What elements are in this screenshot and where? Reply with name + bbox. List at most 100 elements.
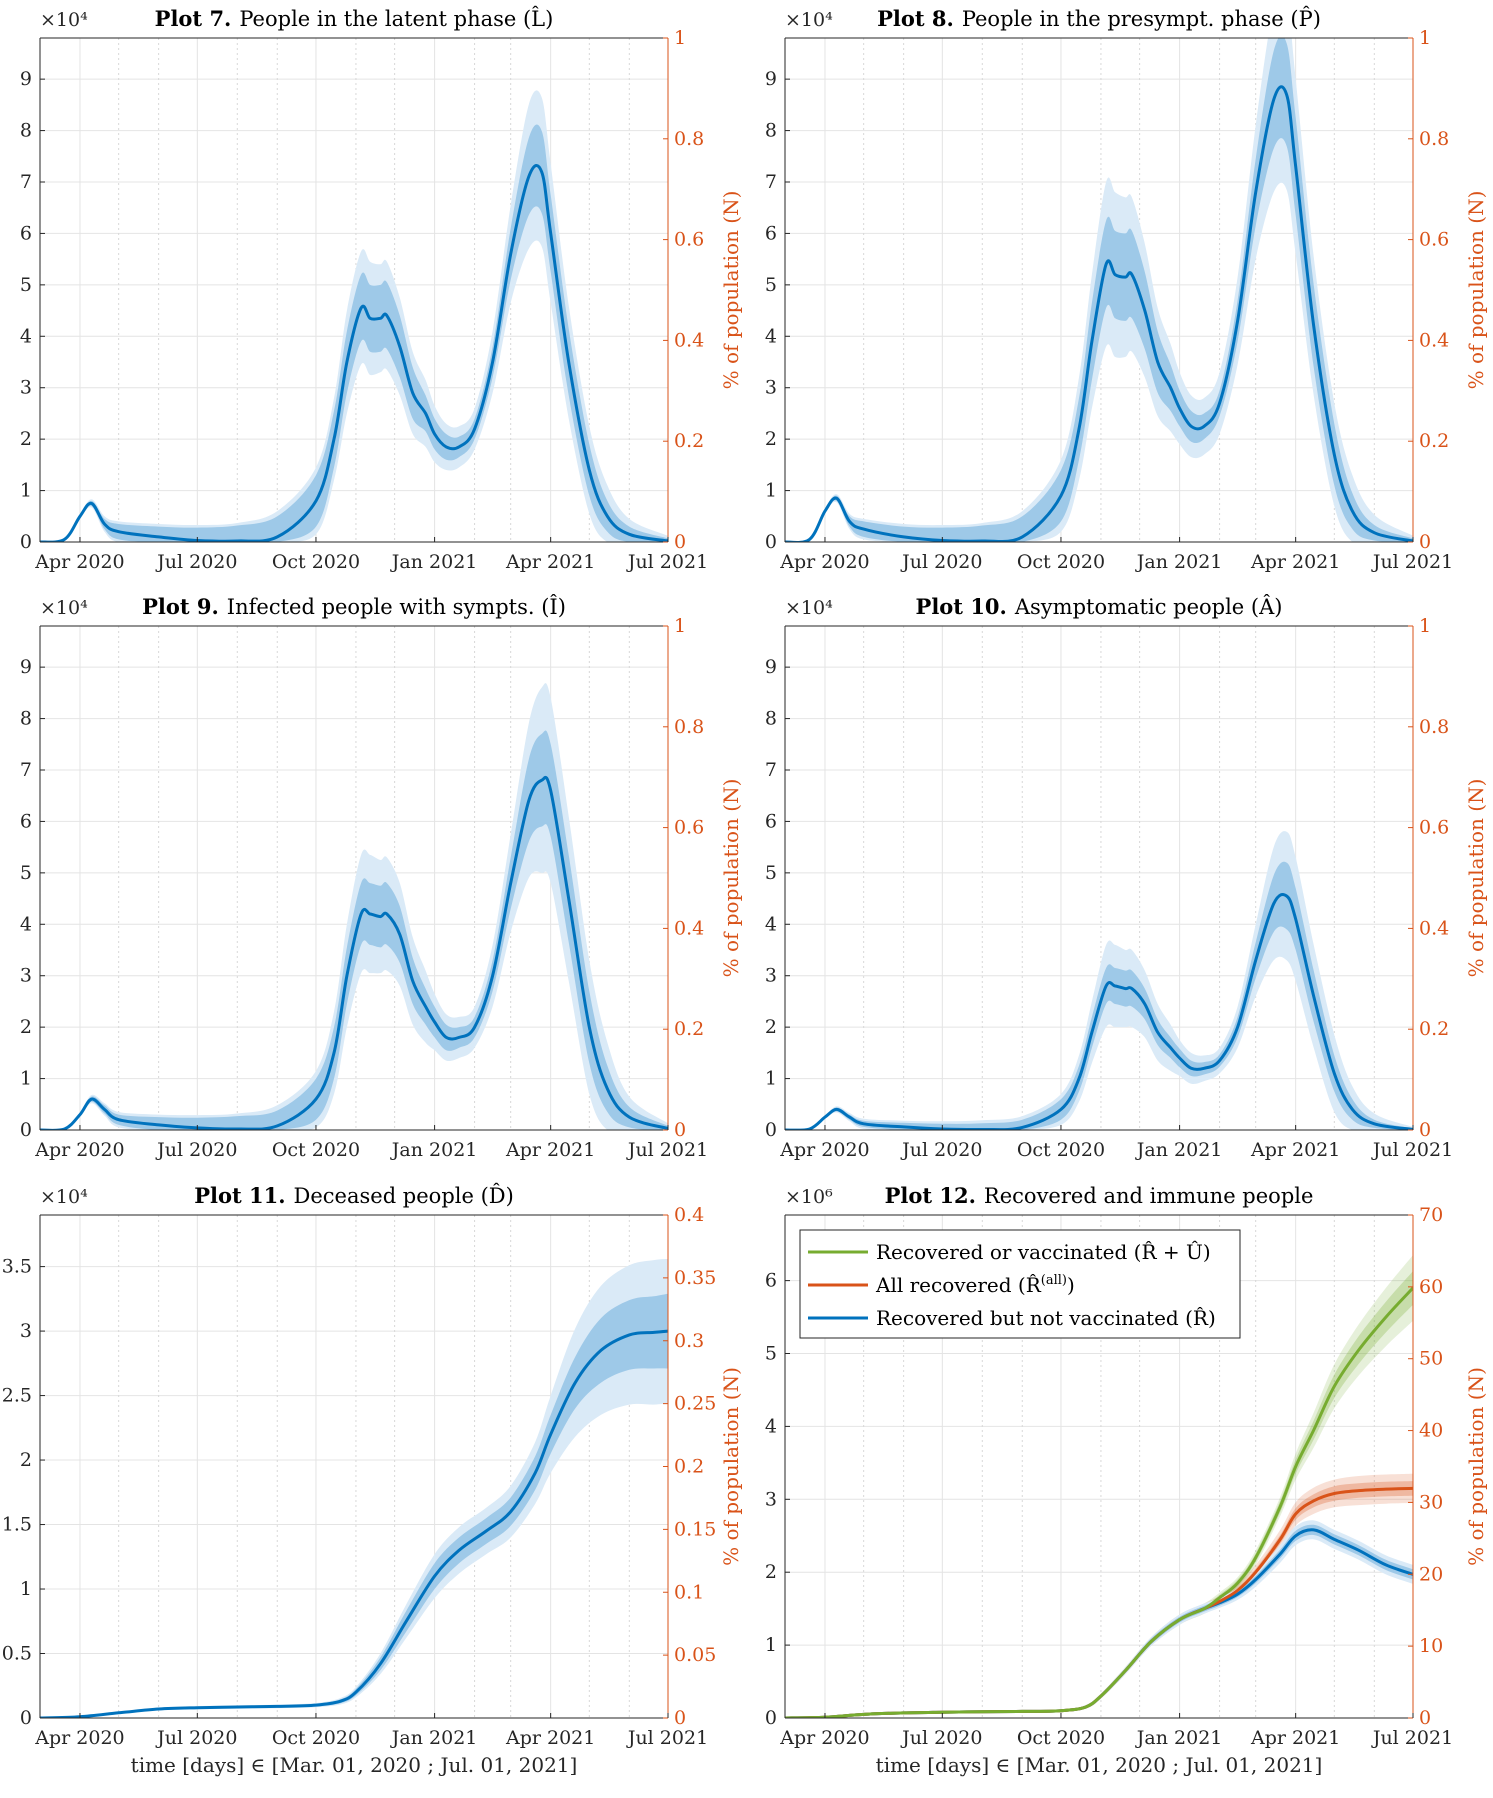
confidence-band-outer — [40, 1258, 668, 1718]
x-tick-label: Jan 2021 — [1135, 1727, 1223, 1749]
right-tick-label: 0 — [1419, 1119, 1431, 1141]
y-tick-label: 5 — [20, 862, 32, 884]
right-y-label: % of population (N) — [719, 191, 743, 390]
x-tick-label: Apr 2020 — [34, 1727, 124, 1749]
chart-title: Plot 11. Deceased people (D̂) — [194, 1183, 514, 1208]
y-tick-label: 6 — [20, 810, 32, 832]
right-tick-label: 0.2 — [1419, 1018, 1449, 1040]
chart-title-number: Plot 8. — [877, 6, 954, 31]
y-tick-label: 2 — [20, 1016, 32, 1038]
x-tick-label: Apr 2020 — [34, 1139, 124, 1161]
y-tick-label: 1 — [20, 1578, 32, 1600]
right-tick-label: 0.8 — [1419, 128, 1449, 150]
y-tick-label: 0 — [20, 1119, 32, 1141]
chart-title-text: Asymptomatic people (Â) — [1014, 595, 1283, 619]
y-tick-label: 1 — [20, 480, 32, 502]
x-axis-label: time [days] ∈ [Mar. 01, 2020 ; Jul. 01, … — [876, 1753, 1323, 1777]
y-tick-label: 7 — [765, 759, 777, 781]
series-line — [785, 1286, 1413, 1718]
y-tick-label: 1 — [765, 480, 777, 502]
legend-box — [799, 1229, 1241, 1339]
series-line — [785, 1528, 1413, 1718]
y-tick-label: 6 — [765, 1270, 777, 1292]
series-line — [785, 892, 1413, 1130]
y-tick-label: 5 — [765, 1343, 777, 1365]
confidence-band-inner — [785, 38, 1413, 542]
y-tick-label: 3.5 — [2, 1256, 32, 1278]
chart-title-text: Deceased people (D̂) — [294, 1184, 514, 1208]
y-tick-label: 9 — [20, 68, 32, 90]
y-exponent: ×10⁴ — [40, 597, 88, 619]
right-tick-label: 20 — [1419, 1563, 1443, 1585]
y-tick-label: 3 — [20, 1320, 32, 1342]
series-line — [40, 1329, 668, 1718]
chart-panel-10: 0 1 2 3 4 5 6 7 8 9 0 0.2 0.4 0.6 0.8 1 Apr 2020 Jul 2020… — [765, 594, 1488, 1161]
y-tick-label: 0 — [20, 1707, 32, 1729]
y-tick-label: 6 — [765, 222, 777, 244]
legend-label: All recovered (R̂(all)) — [875, 1273, 1075, 1297]
x-tick-label: Jul 2020 — [900, 1727, 982, 1749]
chart-title-text: Recovered and immune people — [984, 1184, 1313, 1208]
right-tick-label: 0.6 — [674, 229, 704, 251]
y-tick-label: 9 — [20, 656, 32, 678]
legend-label: Recovered or vaccinated (R̂ + Û) — [876, 1239, 1211, 1264]
y-exponent: ×10⁴ — [785, 9, 833, 31]
right-tick-label: 1 — [1419, 27, 1431, 49]
right-tick-label: 0.4 — [674, 329, 704, 351]
y-tick-label: 0 — [765, 531, 777, 553]
x-tick-label: Apr 2021 — [1250, 551, 1340, 573]
y-tick-label: 0 — [765, 1119, 777, 1141]
x-tick-label: Apr 2021 — [505, 1139, 595, 1161]
x-axis-label: time [days] ∈ [Mar. 01, 2020 ; Jul. 01, … — [131, 1753, 578, 1777]
y-tick-label: 1 — [765, 1068, 777, 1090]
y-tick-label: 2 — [20, 1449, 32, 1471]
x-tick-label: Apr 2020 — [779, 551, 869, 573]
x-tick-label: Jul 2021 — [626, 551, 708, 573]
x-tick-label: Oct 2020 — [272, 1139, 360, 1161]
right-tick-label: 0.8 — [674, 128, 704, 150]
y-tick-label: 2 — [20, 428, 32, 450]
confidence-band-inner — [40, 1293, 668, 1718]
x-tick-label: Jan 2021 — [390, 551, 478, 573]
x-tick-label: Jul 2020 — [900, 551, 982, 573]
x-tick-label: Jan 2021 — [390, 1139, 478, 1161]
right-tick-label: 0.35 — [674, 1267, 716, 1289]
y-tick-label: 7 — [765, 171, 777, 193]
chart-title-number: Plot 11. — [194, 1183, 285, 1208]
chart-title: Plot 12. Recovered and immune people — [885, 1183, 1314, 1208]
x-tick-label: Oct 2020 — [1017, 1139, 1105, 1161]
legend-label-text: All recovered (R̂ — [875, 1273, 1042, 1297]
y-tick-label: 3 — [765, 965, 777, 987]
x-tick-label: Oct 2020 — [272, 1727, 360, 1749]
x-tick-label: Oct 2020 — [1017, 551, 1105, 573]
x-tick-label: Apr 2021 — [1250, 1139, 1340, 1161]
chart-title: Plot 10. Asymptomatic people (Â) — [916, 594, 1283, 619]
right-tick-label: 0.4 — [1419, 329, 1449, 351]
y-exponent: ×10⁴ — [40, 9, 88, 31]
chart-title-number: Plot 7. — [155, 6, 232, 31]
x-tick-label: Jul 2021 — [626, 1139, 708, 1161]
right-tick-label: 0.2 — [674, 1018, 704, 1040]
x-tick-label: Jan 2021 — [1135, 1139, 1223, 1161]
y-tick-label: 2 — [765, 1561, 777, 1583]
right-tick-label: 0.05 — [674, 1644, 716, 1666]
right-tick-label: 0.8 — [1419, 716, 1449, 738]
y-tick-label: 0 — [20, 531, 32, 553]
right-tick-label: 1 — [674, 27, 686, 49]
y-tick-label: 3 — [765, 377, 777, 399]
right-tick-label: 50 — [1419, 1348, 1443, 1370]
confidence-band-inner — [785, 1481, 1413, 1718]
y-tick-label: 5 — [20, 274, 32, 296]
y-exponent: ×10⁴ — [785, 597, 833, 619]
right-tick-label: 0.2 — [674, 1456, 704, 1478]
x-tick-label: Jul 2021 — [626, 1727, 708, 1749]
y-tick-label: 7 — [20, 171, 32, 193]
y-tick-label: 1 — [20, 1068, 32, 1090]
confidence-band-outer — [785, 1473, 1413, 1718]
right-y-label: % of population (N) — [1464, 1367, 1488, 1566]
confidence-band-inner — [785, 1524, 1413, 1718]
x-tick-label: Oct 2020 — [1017, 1727, 1105, 1749]
right-tick-label: 0.3 — [674, 1330, 704, 1352]
